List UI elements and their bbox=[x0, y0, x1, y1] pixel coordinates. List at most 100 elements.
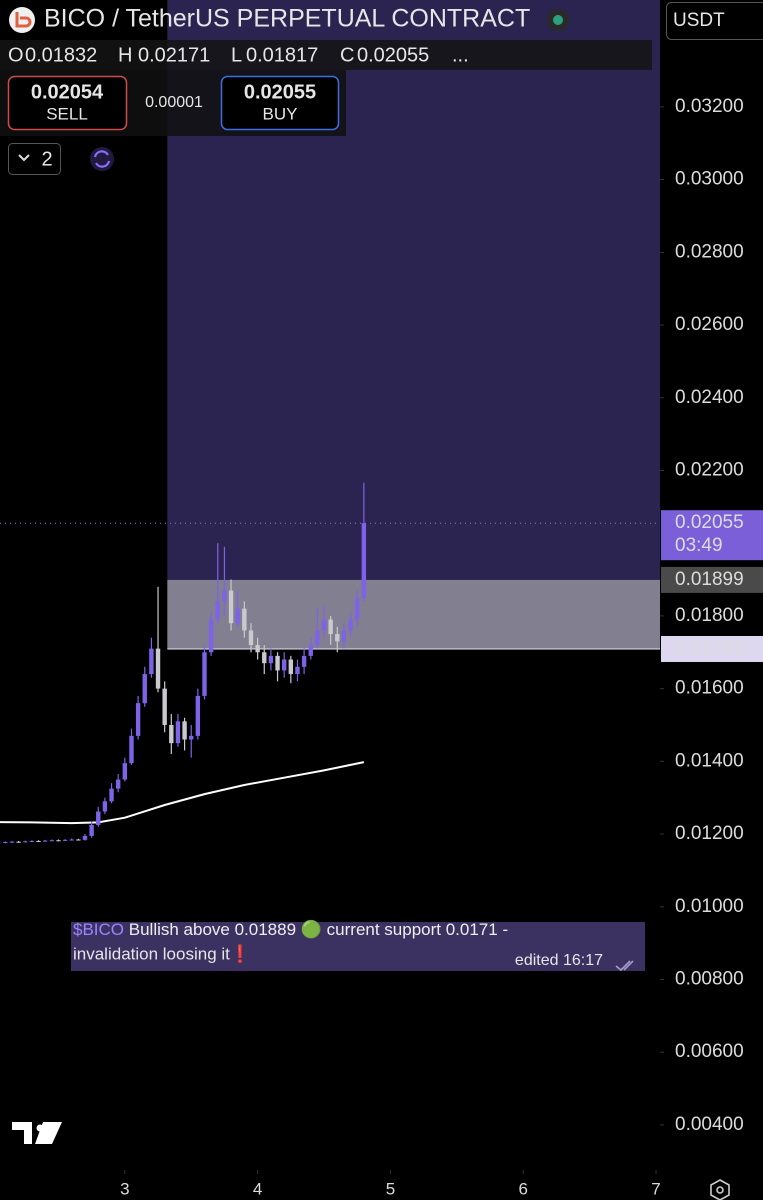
ohlc-value: 0.02055 bbox=[357, 44, 429, 66]
sync-icon bbox=[93, 150, 111, 168]
last-price-box bbox=[661, 510, 763, 561]
annotation-box bbox=[71, 922, 645, 971]
candle-body bbox=[169, 724, 174, 744]
candle-body bbox=[202, 652, 207, 696]
y-tick-label: 0.02400 bbox=[675, 387, 744, 408]
candle-body bbox=[235, 608, 240, 624]
y-tick-label: 0.00400 bbox=[675, 1114, 744, 1135]
status-dot bbox=[553, 15, 563, 25]
candle-body bbox=[182, 721, 187, 740]
buy-button[interactable] bbox=[220, 75, 340, 131]
x-tick-label: 3 bbox=[120, 1179, 129, 1198]
candle-body bbox=[348, 619, 353, 631]
candle-body bbox=[195, 695, 201, 736]
indicator-count: 2 bbox=[41, 148, 52, 170]
candle-body bbox=[335, 634, 340, 642]
candle-body bbox=[9, 841, 15, 843]
candle-body bbox=[295, 666, 300, 675]
annotation-edited: edited 16:17 bbox=[515, 952, 603, 969]
candle-body bbox=[3, 842, 8, 844]
y-tick-label: 0.01400 bbox=[675, 750, 744, 771]
candle-body bbox=[275, 655, 280, 671]
candle-body bbox=[135, 703, 141, 736]
candle-body bbox=[36, 840, 41, 842]
indicator-toggle[interactable] bbox=[8, 143, 61, 175]
candle-body bbox=[29, 840, 35, 842]
candle-body bbox=[16, 841, 21, 843]
candle-body bbox=[301, 655, 307, 667]
y-tick-label: 0.03200 bbox=[675, 96, 744, 117]
candle-body bbox=[42, 840, 48, 842]
range-zone bbox=[167, 579, 660, 649]
zone-bottom-label: 0.01709 bbox=[675, 638, 744, 659]
zone-bottom-box bbox=[661, 635, 763, 662]
ohlc-value: 0.01817 bbox=[246, 44, 318, 66]
candle-body bbox=[82, 835, 88, 840]
candle-body bbox=[149, 648, 154, 675]
candle-body bbox=[222, 590, 227, 602]
y-tick-label: 0.00600 bbox=[675, 1041, 744, 1062]
candle-body bbox=[208, 619, 214, 653]
y-tick-label: 0.02600 bbox=[675, 314, 744, 335]
candle-body bbox=[96, 811, 101, 825]
countdown-label: 03:49 bbox=[675, 535, 723, 556]
symbol-logo-mark bbox=[15, 12, 32, 28]
sell-button[interactable] bbox=[7, 75, 128, 131]
sell-label: SELL bbox=[46, 104, 88, 123]
ohlc-value: 0.02171 bbox=[138, 44, 210, 66]
chevron bbox=[18, 154, 30, 162]
ohlc-key: O bbox=[8, 44, 24, 66]
annotation-text: Bullish above 0.01889 🟢 current support … bbox=[124, 919, 508, 939]
candle-body bbox=[255, 644, 260, 653]
candle-body bbox=[288, 659, 294, 675]
candle-body bbox=[328, 619, 333, 635]
candle-body bbox=[355, 597, 360, 620]
ohlc-key: H bbox=[118, 44, 132, 66]
tradingview-logo bbox=[12, 1122, 62, 1144]
candle-body bbox=[189, 735, 194, 740]
y-tick-label: 0.01800 bbox=[675, 605, 744, 626]
candle-body bbox=[102, 801, 108, 812]
candle-body bbox=[115, 779, 121, 789]
settings-icon[interactable] bbox=[710, 1179, 730, 1200]
candle-body bbox=[242, 608, 247, 631]
candle-body bbox=[281, 659, 287, 671]
candle-body bbox=[268, 655, 274, 664]
candle-body bbox=[62, 839, 68, 841]
more[interactable]: ... bbox=[452, 44, 469, 66]
buy-price: 0.02055 bbox=[244, 81, 316, 103]
candle-body bbox=[175, 721, 181, 744]
candle-body bbox=[122, 763, 128, 780]
tradingview-logo-dot bbox=[36, 1124, 44, 1132]
annotation-line: $BICO Bullish above 0.01889 🟢 current su… bbox=[73, 919, 508, 939]
x-tick-label: 5 bbox=[386, 1179, 395, 1198]
candle-body bbox=[215, 601, 220, 620]
currency: USDT bbox=[673, 10, 725, 31]
candle-body bbox=[109, 788, 114, 802]
candle-body bbox=[142, 674, 147, 704]
zone-top-label: 0.01899 bbox=[675, 569, 744, 590]
currency-select[interactable] bbox=[666, 2, 763, 40]
annotation-text: invalidation loosing it❗ bbox=[73, 943, 251, 963]
candle-body bbox=[23, 841, 28, 843]
candle-body bbox=[228, 590, 234, 624]
candle-body bbox=[361, 523, 367, 598]
settings-icon-center bbox=[716, 1186, 724, 1194]
ohlc-bar bbox=[0, 40, 652, 70]
candle-body bbox=[129, 735, 134, 764]
symbol-title: BICO / TetherUS PERPETUAL CONTRACT bbox=[44, 5, 530, 33]
zone-top-box bbox=[661, 566, 763, 593]
ohlc-value: 0.01832 bbox=[25, 44, 97, 66]
y-tick-label: 0.01200 bbox=[675, 823, 744, 844]
read-checks bbox=[615, 960, 634, 972]
spread: 0.00001 bbox=[145, 94, 203, 111]
candle-body bbox=[315, 630, 320, 645]
y-tick-label: 0.02200 bbox=[675, 459, 744, 480]
y-tick-label: 0.01000 bbox=[675, 896, 744, 917]
x-tick-label: 7 bbox=[651, 1179, 660, 1198]
candle-body bbox=[308, 644, 313, 656]
ohlc-key: L bbox=[231, 44, 242, 66]
candle-body bbox=[162, 688, 167, 725]
candle-body bbox=[262, 652, 267, 664]
